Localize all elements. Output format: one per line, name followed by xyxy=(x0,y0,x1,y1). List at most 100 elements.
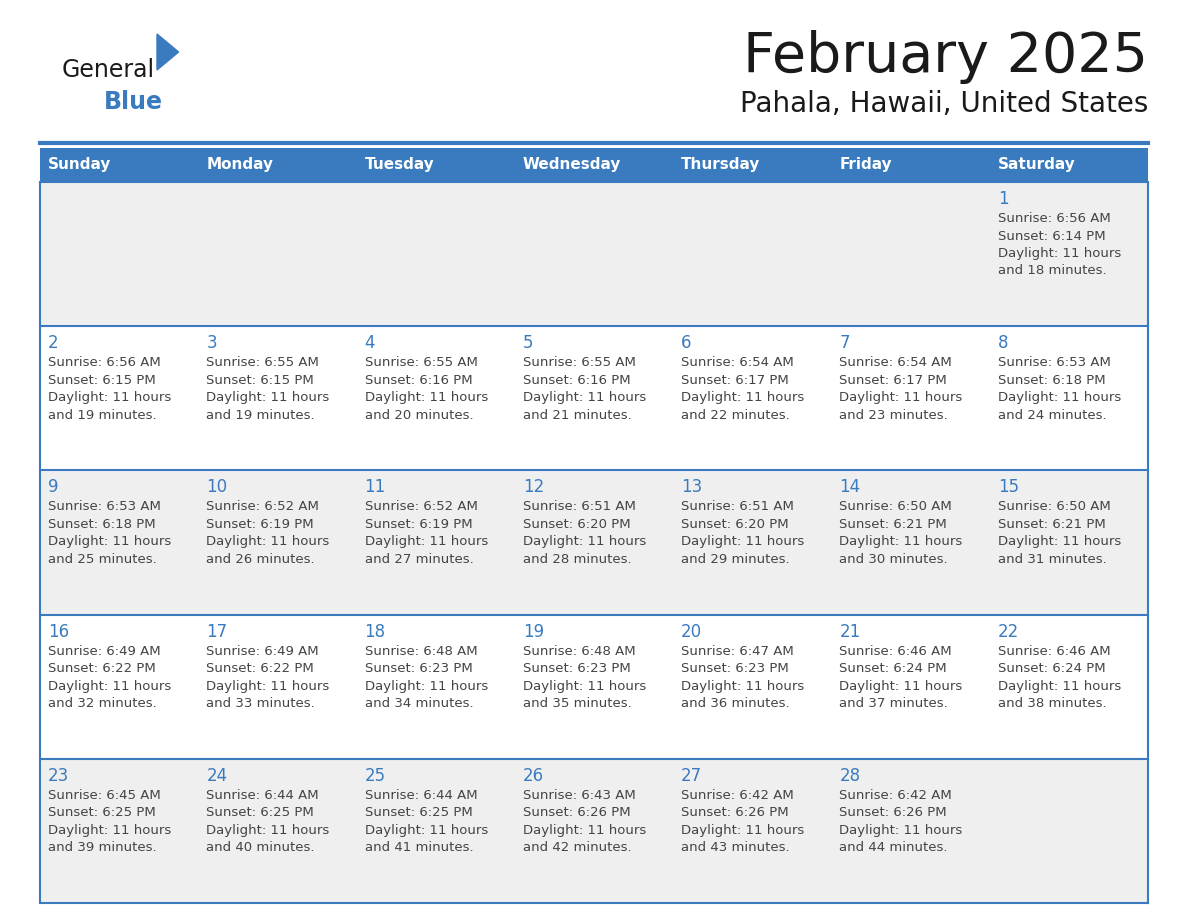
Text: 28: 28 xyxy=(840,767,860,785)
Text: 23: 23 xyxy=(48,767,69,785)
Text: Sunrise: 6:50 AM: Sunrise: 6:50 AM xyxy=(840,500,952,513)
Text: Sunset: 6:18 PM: Sunset: 6:18 PM xyxy=(48,518,156,531)
Text: and 34 minutes.: and 34 minutes. xyxy=(365,697,473,711)
Text: Sunrise: 6:54 AM: Sunrise: 6:54 AM xyxy=(681,356,794,369)
Text: Sunset: 6:16 PM: Sunset: 6:16 PM xyxy=(365,374,472,386)
Text: Sunrise: 6:53 AM: Sunrise: 6:53 AM xyxy=(998,356,1111,369)
Text: Daylight: 11 hours: Daylight: 11 hours xyxy=(840,823,962,837)
Text: and 18 minutes.: and 18 minutes. xyxy=(998,264,1106,277)
Text: Sunset: 6:17 PM: Sunset: 6:17 PM xyxy=(681,374,789,386)
Text: 15: 15 xyxy=(998,478,1019,497)
Text: Thursday: Thursday xyxy=(681,158,760,173)
Text: Sunset: 6:23 PM: Sunset: 6:23 PM xyxy=(523,662,631,675)
Text: and 21 minutes.: and 21 minutes. xyxy=(523,409,632,421)
Bar xyxy=(40,614,1148,759)
Text: and 28 minutes.: and 28 minutes. xyxy=(523,553,632,565)
Text: and 22 minutes.: and 22 minutes. xyxy=(681,409,790,421)
Text: Daylight: 11 hours: Daylight: 11 hours xyxy=(207,823,329,837)
Text: 19: 19 xyxy=(523,622,544,641)
Text: Sunrise: 6:55 AM: Sunrise: 6:55 AM xyxy=(365,356,478,369)
Bar xyxy=(40,470,1148,614)
Text: Sunrise: 6:49 AM: Sunrise: 6:49 AM xyxy=(207,644,318,657)
Text: 13: 13 xyxy=(681,478,702,497)
Bar xyxy=(40,182,1148,326)
Text: Daylight: 11 hours: Daylight: 11 hours xyxy=(840,535,962,548)
Text: Sunset: 6:25 PM: Sunset: 6:25 PM xyxy=(365,806,473,819)
Text: Daylight: 11 hours: Daylight: 11 hours xyxy=(998,247,1121,260)
Text: 6: 6 xyxy=(681,334,691,353)
Text: Sunset: 6:23 PM: Sunset: 6:23 PM xyxy=(681,662,789,675)
Text: Daylight: 11 hours: Daylight: 11 hours xyxy=(523,391,646,404)
Text: and 35 minutes.: and 35 minutes. xyxy=(523,697,632,711)
Text: Daylight: 11 hours: Daylight: 11 hours xyxy=(840,679,962,692)
Text: and 40 minutes.: and 40 minutes. xyxy=(207,841,315,855)
Text: Sunset: 6:24 PM: Sunset: 6:24 PM xyxy=(998,662,1105,675)
Text: and 39 minutes.: and 39 minutes. xyxy=(48,841,157,855)
Text: Daylight: 11 hours: Daylight: 11 hours xyxy=(998,679,1121,692)
Text: Daylight: 11 hours: Daylight: 11 hours xyxy=(365,823,488,837)
Text: Blue: Blue xyxy=(105,90,163,114)
Text: 11: 11 xyxy=(365,478,386,497)
Text: Sunset: 6:24 PM: Sunset: 6:24 PM xyxy=(840,662,947,675)
Text: Daylight: 11 hours: Daylight: 11 hours xyxy=(48,391,171,404)
Text: Pahala, Hawaii, United States: Pahala, Hawaii, United States xyxy=(740,90,1148,118)
Text: Sunset: 6:26 PM: Sunset: 6:26 PM xyxy=(523,806,631,819)
Text: Sunset: 6:22 PM: Sunset: 6:22 PM xyxy=(207,662,314,675)
Text: Sunrise: 6:55 AM: Sunrise: 6:55 AM xyxy=(523,356,636,369)
Text: Sunset: 6:21 PM: Sunset: 6:21 PM xyxy=(840,518,947,531)
Text: and 38 minutes.: and 38 minutes. xyxy=(998,697,1106,711)
Text: Sunrise: 6:56 AM: Sunrise: 6:56 AM xyxy=(48,356,160,369)
Text: Sunrise: 6:44 AM: Sunrise: 6:44 AM xyxy=(207,789,318,801)
Text: Friday: Friday xyxy=(840,158,892,173)
Text: Sunset: 6:25 PM: Sunset: 6:25 PM xyxy=(207,806,314,819)
Text: 9: 9 xyxy=(48,478,58,497)
Text: Sunset: 6:21 PM: Sunset: 6:21 PM xyxy=(998,518,1106,531)
Text: Daylight: 11 hours: Daylight: 11 hours xyxy=(998,535,1121,548)
Text: 7: 7 xyxy=(840,334,849,353)
Text: 5: 5 xyxy=(523,334,533,353)
Text: Sunrise: 6:56 AM: Sunrise: 6:56 AM xyxy=(998,212,1111,225)
Text: 2: 2 xyxy=(48,334,58,353)
Text: Daylight: 11 hours: Daylight: 11 hours xyxy=(998,391,1121,404)
Text: and 37 minutes.: and 37 minutes. xyxy=(840,697,948,711)
Text: Sunset: 6:22 PM: Sunset: 6:22 PM xyxy=(48,662,156,675)
Text: Sunrise: 6:52 AM: Sunrise: 6:52 AM xyxy=(207,500,320,513)
Text: Daylight: 11 hours: Daylight: 11 hours xyxy=(207,391,329,404)
Text: Sunset: 6:26 PM: Sunset: 6:26 PM xyxy=(681,806,789,819)
Text: Wednesday: Wednesday xyxy=(523,158,621,173)
Text: 4: 4 xyxy=(365,334,375,353)
Text: Sunset: 6:19 PM: Sunset: 6:19 PM xyxy=(365,518,472,531)
Text: 20: 20 xyxy=(681,622,702,641)
Text: 22: 22 xyxy=(998,622,1019,641)
Text: 27: 27 xyxy=(681,767,702,785)
Text: Sunset: 6:17 PM: Sunset: 6:17 PM xyxy=(840,374,947,386)
Text: Sunset: 6:20 PM: Sunset: 6:20 PM xyxy=(523,518,631,531)
Text: 12: 12 xyxy=(523,478,544,497)
Text: Sunrise: 6:46 AM: Sunrise: 6:46 AM xyxy=(840,644,952,657)
Text: Daylight: 11 hours: Daylight: 11 hours xyxy=(523,535,646,548)
Text: Daylight: 11 hours: Daylight: 11 hours xyxy=(681,391,804,404)
Text: 1: 1 xyxy=(998,190,1009,208)
Text: Sunset: 6:23 PM: Sunset: 6:23 PM xyxy=(365,662,473,675)
Bar xyxy=(40,148,1148,182)
Text: 16: 16 xyxy=(48,622,69,641)
Text: Daylight: 11 hours: Daylight: 11 hours xyxy=(207,679,329,692)
Text: Sunset: 6:16 PM: Sunset: 6:16 PM xyxy=(523,374,631,386)
Text: Sunrise: 6:45 AM: Sunrise: 6:45 AM xyxy=(48,789,160,801)
Text: and 23 minutes.: and 23 minutes. xyxy=(840,409,948,421)
Text: Daylight: 11 hours: Daylight: 11 hours xyxy=(48,535,171,548)
Text: and 29 minutes.: and 29 minutes. xyxy=(681,553,790,565)
Text: Daylight: 11 hours: Daylight: 11 hours xyxy=(523,679,646,692)
Text: Sunrise: 6:43 AM: Sunrise: 6:43 AM xyxy=(523,789,636,801)
Text: Daylight: 11 hours: Daylight: 11 hours xyxy=(365,535,488,548)
Text: Saturday: Saturday xyxy=(998,158,1075,173)
Text: Sunset: 6:18 PM: Sunset: 6:18 PM xyxy=(998,374,1105,386)
Text: General: General xyxy=(62,58,156,82)
Text: Sunrise: 6:48 AM: Sunrise: 6:48 AM xyxy=(523,644,636,657)
Text: Sunset: 6:25 PM: Sunset: 6:25 PM xyxy=(48,806,156,819)
Text: and 32 minutes.: and 32 minutes. xyxy=(48,697,157,711)
Text: Sunrise: 6:50 AM: Sunrise: 6:50 AM xyxy=(998,500,1111,513)
Text: and 41 minutes.: and 41 minutes. xyxy=(365,841,473,855)
Text: Sunrise: 6:48 AM: Sunrise: 6:48 AM xyxy=(365,644,478,657)
Text: Sunrise: 6:53 AM: Sunrise: 6:53 AM xyxy=(48,500,160,513)
